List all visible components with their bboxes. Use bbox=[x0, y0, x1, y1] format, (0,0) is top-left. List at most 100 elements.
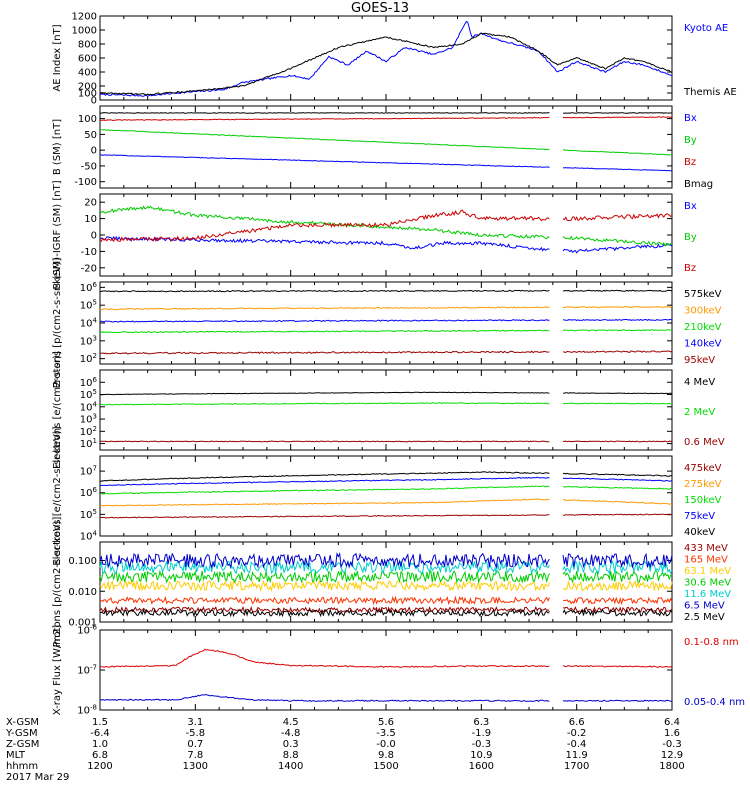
footer-value: -6.4 bbox=[90, 728, 110, 739]
y-tick-label: 106 bbox=[80, 376, 98, 389]
legend-entry: Themis AE bbox=[683, 87, 737, 98]
y-axis-label: Electrons [e/(cm2-s-sr)] bbox=[52, 351, 63, 469]
footer-value: 1400 bbox=[278, 761, 303, 772]
legend-entry: 4 MeV bbox=[684, 377, 715, 388]
y-axis-label: B (SM)-IGRF (SM) [nT] bbox=[52, 180, 63, 289]
y-tick-label: -10 bbox=[81, 247, 97, 258]
series-line-11-6-mev bbox=[99, 559, 673, 576]
y-tick-label: -100 bbox=[74, 177, 97, 188]
series-line-165-mev bbox=[99, 595, 673, 606]
series-line-bz bbox=[100, 116, 673, 122]
legend-entry: 475keV bbox=[684, 463, 722, 474]
legend-entry: 300keV bbox=[684, 306, 722, 317]
y-tick-label: 103 bbox=[80, 334, 97, 347]
footer-value: 1800 bbox=[659, 761, 684, 772]
footer-value: 6.3 bbox=[473, 717, 489, 728]
series-line-150kev bbox=[99, 485, 673, 495]
series-line-40kev bbox=[99, 471, 673, 482]
legend-entry: 2.5 MeV bbox=[684, 612, 725, 623]
footer-value: 0.7 bbox=[187, 739, 203, 750]
y-tick-label: 103 bbox=[80, 413, 97, 426]
legend-entry: 165 MeV bbox=[684, 555, 728, 566]
legend-entry: 0.1-0.8 nm bbox=[684, 637, 739, 648]
legend-entry: 275keV bbox=[684, 479, 722, 490]
series-line-bmag bbox=[99, 112, 673, 114]
footer-value: 5.6 bbox=[378, 717, 394, 728]
y-tick-label: 104 bbox=[80, 317, 98, 330]
y-tick-label: 400 bbox=[78, 68, 97, 79]
y-tick-label: 0 bbox=[91, 96, 97, 107]
panel-frame bbox=[99, 15, 673, 101]
footer-value: 1.0 bbox=[92, 739, 108, 750]
y-tick-label: 102 bbox=[80, 425, 97, 438]
y-tick-label: 10-7 bbox=[77, 664, 97, 677]
y-tick-label: 10-6 bbox=[77, 624, 97, 637]
y-tick-label: 104 bbox=[80, 530, 98, 543]
y-tick-label: 101 bbox=[80, 437, 97, 450]
footer-row-label: 2017 Mar 29 bbox=[6, 772, 69, 783]
footer-value: 10.9 bbox=[470, 750, 492, 761]
footer-value: 11.9 bbox=[566, 750, 588, 761]
footer-row-label: Y-GSM bbox=[5, 728, 38, 739]
series-line-300kev bbox=[99, 305, 673, 311]
footer-value: 1.5 bbox=[92, 717, 108, 728]
panel-4: 102 103 104 105 106 Protons [p/(cm2-s-sr-keV)… bbox=[52, 258, 722, 389]
footer-row-label: X-GSM bbox=[6, 717, 39, 728]
legend-entry: Bmag bbox=[684, 179, 713, 190]
y-tick-label: 200 bbox=[78, 82, 97, 93]
y-tick-label: 106 bbox=[80, 486, 98, 499]
y-tick-label: 10 bbox=[84, 214, 97, 225]
footer-value: 1200 bbox=[87, 761, 112, 772]
legend-entry: Bx bbox=[684, 201, 697, 212]
legend-entry: Bx bbox=[684, 113, 697, 124]
series-line-30-6-mev bbox=[99, 569, 673, 584]
series-line-4-mev bbox=[99, 391, 673, 396]
y-axis-label: Electrons [e/(cm2-s-sr-keV)] bbox=[52, 426, 63, 565]
y-tick-label: 100 bbox=[78, 114, 97, 125]
y-tick-label: 50 bbox=[84, 130, 97, 141]
panel-7: 0.001 0.010 0.100 Protons [p/(cm2-s-sr-keV)… bbox=[52, 517, 731, 648]
series-line-kyoto-ae bbox=[99, 20, 673, 98]
series-line-by bbox=[99, 129, 673, 156]
legend-entry: 210keV bbox=[684, 322, 722, 333]
y-tick-label: 100 bbox=[78, 89, 97, 100]
y-tick-label: 10-8 bbox=[77, 704, 97, 717]
legend-entry: Bz bbox=[684, 157, 696, 168]
y-tick-label: 0 bbox=[91, 231, 97, 242]
footer-value: -5.8 bbox=[186, 728, 206, 739]
panel-2: -100 -50 0 50 100 B (SM) [nT] Bx By Bz Bmag bbox=[52, 105, 713, 190]
series-line-6-5-mev bbox=[99, 552, 673, 570]
footer-value: 6.4 bbox=[664, 717, 680, 728]
y-axis-label: B (SM) [nT] bbox=[52, 119, 63, 175]
series-line-themis-ae bbox=[99, 32, 673, 96]
series-line-2-mev bbox=[99, 402, 673, 406]
series-line-275kev bbox=[99, 498, 673, 507]
y-tick-label: 104 bbox=[80, 400, 98, 413]
series-line-bz bbox=[99, 209, 673, 243]
footer-value: -0.3 bbox=[472, 739, 492, 750]
footer-value: 1700 bbox=[564, 761, 589, 772]
series-line-575kev bbox=[100, 289, 673, 293]
y-tick-label: 106 bbox=[80, 281, 98, 294]
footer-value: -4.8 bbox=[281, 728, 301, 739]
footer-value: 7.8 bbox=[187, 750, 203, 761]
y-tick-label: 600 bbox=[78, 54, 97, 65]
panel-6: 104 105 106 107 Electrons [e/(cm2-s-sr-keV)]… bbox=[52, 426, 722, 565]
footer-value: -1.9 bbox=[472, 728, 492, 739]
footer-value: 12.9 bbox=[661, 750, 683, 761]
y-tick-label: 0.001 bbox=[68, 618, 97, 629]
panel-frame bbox=[99, 455, 673, 537]
panel-frame bbox=[99, 193, 673, 277]
legend-entry: 40keV bbox=[684, 527, 715, 538]
y-tick-label: 800 bbox=[78, 40, 97, 51]
legend-entry: 95keV bbox=[684, 355, 715, 366]
series-line-140kev bbox=[99, 318, 673, 323]
legend-entry: 75keV bbox=[684, 511, 715, 522]
series-line-475kev bbox=[99, 513, 673, 519]
series-line-95kev bbox=[99, 350, 673, 355]
legend-entry: 140keV bbox=[684, 339, 722, 350]
y-axis-label: Protons [p/(cm2-s-sr-keV)] bbox=[52, 258, 63, 389]
footer-value: 8.8 bbox=[283, 750, 299, 761]
panel-frame bbox=[99, 369, 673, 451]
